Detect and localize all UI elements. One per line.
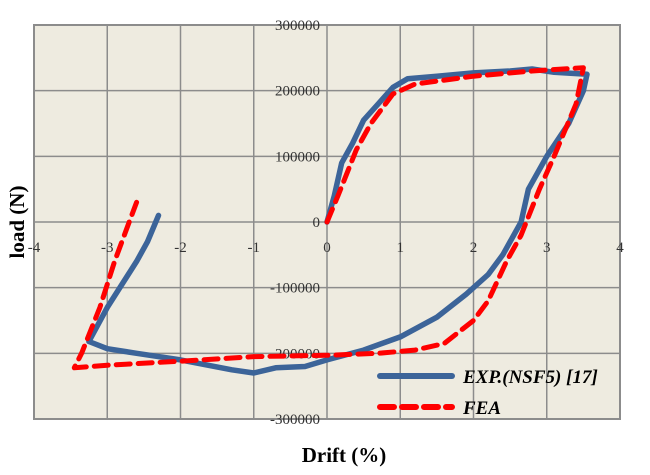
- y-tick-label: 200000: [275, 84, 320, 100]
- x-tick-label: -3: [101, 240, 114, 256]
- x-axis-label: Drift (%): [302, 443, 387, 467]
- series-line-exp: [86, 66, 590, 376]
- y-axis-label: load (N): [5, 186, 29, 259]
- x-tick-label: 0: [323, 240, 331, 256]
- x-tick-label: 4: [616, 240, 624, 256]
- y-tick-label: 300000: [275, 18, 320, 34]
- x-tick-labels: -4 -3 -2 -1 0 1 2 3 4: [28, 240, 625, 256]
- series-line-fea: [71, 65, 586, 371]
- x-tick-label: -4: [28, 240, 41, 256]
- x-tick-label: 1: [397, 240, 405, 256]
- x-tick-label: -1: [248, 240, 261, 256]
- y-tick-label: -300000: [270, 412, 320, 428]
- legend-label-fea: FEA: [462, 398, 501, 419]
- y-tick-label: 0: [313, 215, 321, 231]
- x-tick-label: 2: [470, 240, 478, 256]
- x-tick-label: 3: [543, 240, 551, 256]
- x-tick-label: -2: [174, 240, 187, 256]
- y-tick-label: 100000: [275, 149, 320, 165]
- series-lines: [71, 65, 590, 376]
- y-tick-label: -100000: [270, 281, 320, 297]
- legend-label-exp: EXP.(NSF5) [17]: [462, 367, 598, 388]
- legend: EXP.(NSF5) [17] FEA: [377, 367, 598, 419]
